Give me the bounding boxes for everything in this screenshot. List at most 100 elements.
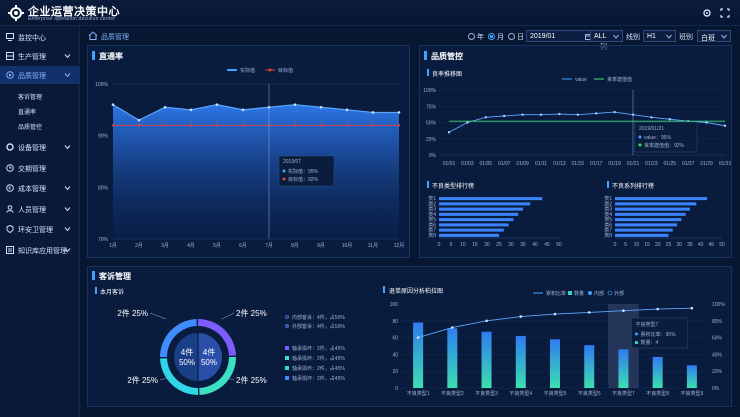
- rank-bar: [615, 197, 708, 201]
- sidebar-item-cost[interactable]: ¥ 成本管理: [0, 179, 80, 197]
- actual-point: [397, 111, 401, 114]
- sidebar-item-quality[interactable]: 品质管理: [0, 66, 80, 84]
- cumulative-point: [416, 336, 420, 339]
- sidebar-item-label: 设备管理: [18, 145, 46, 152]
- actual-area: [113, 104, 399, 239]
- cost-icon: ¥: [6, 184, 14, 192]
- legend-swatch: [285, 346, 289, 350]
- target-point: [371, 124, 375, 127]
- tooltip-target: 目标值：92%: [288, 176, 319, 183]
- radio-day-label: 日: [517, 34, 524, 41]
- cumulative-point: [485, 319, 488, 323]
- x-tick-label: 20: [655, 242, 661, 248]
- tooltip-value: value：95%: [644, 135, 672, 141]
- y-tick-label: 类1: [604, 195, 612, 202]
- legend-inner-label: 外部客诉：4件，占50%: [292, 323, 345, 330]
- pareto-bar: [447, 328, 458, 388]
- donut-slice: [199, 357, 236, 395]
- sidebar-item-production[interactable]: 生产管理: [0, 47, 80, 65]
- sidebar-item-label: 监控中心: [18, 35, 46, 42]
- actual-point: [319, 105, 323, 109]
- legend-outer-label: 轴承损坏：2件，占45%: [292, 355, 345, 362]
- sidebar-subitem-quality-control[interactable]: 品质管控: [18, 125, 43, 131]
- radio-year[interactable]: [468, 33, 475, 40]
- value-point: [447, 131, 451, 134]
- donut-inner-half: [198, 333, 222, 381]
- quality-panel-title: 品质管控: [431, 52, 463, 61]
- sidebar-item-device[interactable]: 设备管理: [0, 138, 80, 156]
- rank-bar: [439, 233, 499, 237]
- x-tick-label: 5月: [213, 243, 221, 249]
- y2-tick-label: 0%: [712, 386, 720, 392]
- x-tick-label: 45: [709, 242, 715, 248]
- rank-bar: [615, 223, 678, 227]
- y-tick-label: 类7: [604, 227, 612, 234]
- legend-outer-label: 轴承损坏：2件，占45%: [292, 365, 345, 372]
- x-tick-label: 不良类型1: [407, 390, 430, 397]
- pareto-bar: [618, 349, 629, 388]
- device-icon: [6, 143, 14, 151]
- y-tick-label: 100%: [95, 82, 108, 88]
- x-tick-label: 10: [460, 242, 466, 248]
- tooltip-cum-dot: [634, 332, 638, 336]
- tooltip-value-dot: [638, 135, 642, 139]
- legend-target-dot: [268, 68, 272, 72]
- panel-title-marker: [92, 271, 95, 280]
- rank-bar: [615, 228, 673, 232]
- cumulative-point: [622, 309, 625, 313]
- tooltip-count-swatch: [634, 341, 638, 344]
- tooltip-actual-dot: [282, 169, 286, 173]
- y-tick-label: 类2: [604, 200, 612, 207]
- actual-point: [371, 111, 375, 114]
- sidebar-item-safety[interactable]: 环安卫管理: [0, 220, 80, 238]
- value-point: [576, 113, 579, 116]
- complaint-panel-title: 客诉管理: [99, 272, 131, 281]
- chevron-down-icon: [666, 34, 672, 39]
- value-series-line: [448, 111, 726, 133]
- tooltip-title: 2019/07: [283, 159, 301, 165]
- home-icon[interactable]: [88, 31, 98, 40]
- rank-type-title: 不良类型排行榜: [432, 184, 475, 190]
- x-tick-label: 25: [496, 242, 502, 248]
- target-point: [163, 124, 167, 127]
- radio-month[interactable]: [488, 33, 495, 40]
- breadcrumb[interactable]: 品质管理: [101, 34, 129, 41]
- app-subtitle: Enterprise operation decision center: [28, 16, 116, 22]
- y-tick-label: 类4: [604, 211, 612, 218]
- rank-bar: [439, 202, 531, 206]
- sidebar-subitem-yield[interactable]: 直通率: [18, 110, 37, 116]
- y2-tick-label: 60%: [712, 336, 723, 342]
- chevron-down-icon: [64, 227, 71, 232]
- date-picker[interactable]: 2019/01: [526, 30, 596, 42]
- sidebar-item-people[interactable]: 人员管理: [0, 200, 80, 218]
- donut-label-leader: [149, 312, 167, 320]
- x-tick-label: 不良类型7: [612, 390, 635, 397]
- series-select[interactable]: ALL: [590, 30, 623, 42]
- donut-slice-label: 2件 25%: [236, 308, 267, 318]
- radio-day[interactable]: [508, 33, 515, 40]
- actual-point: [111, 103, 115, 106]
- settings-icon[interactable]: [702, 8, 712, 18]
- svg-text:¥: ¥: [8, 186, 11, 192]
- legend-label: 外部: [614, 290, 624, 297]
- chevron-down-icon: [64, 54, 71, 59]
- sidebar-item-monitor[interactable]: 监控中心: [0, 28, 80, 46]
- sidebar-subitem-complaint[interactable]: 客诉管理: [18, 95, 43, 101]
- target-point: [137, 124, 141, 127]
- line-select[interactable]: H1: [643, 30, 676, 42]
- value-point: [723, 124, 727, 127]
- fullscreen-icon[interactable]: [720, 8, 730, 18]
- sidebar-item-knowledge[interactable]: 知识库应用管理: [0, 241, 80, 259]
- x-tick-label: 30: [676, 242, 682, 248]
- legend-inner-label: 内部客诉：4件，占50%: [292, 314, 345, 321]
- pareto-title: 退单原因分析柏拉图: [389, 289, 444, 295]
- actual-point: [163, 105, 167, 109]
- x-tick-label: 10: [634, 242, 640, 248]
- shift-select[interactable]: 白班: [697, 30, 731, 42]
- shift-select-value: 白班: [701, 35, 715, 42]
- x-tick-label: 01/07: [498, 161, 511, 167]
- donut-slice-label: 2件 25%: [236, 375, 267, 385]
- x-tick-label: 不良类型8: [646, 390, 669, 397]
- sidebar-item-delivery[interactable]: 交期管理: [0, 159, 80, 177]
